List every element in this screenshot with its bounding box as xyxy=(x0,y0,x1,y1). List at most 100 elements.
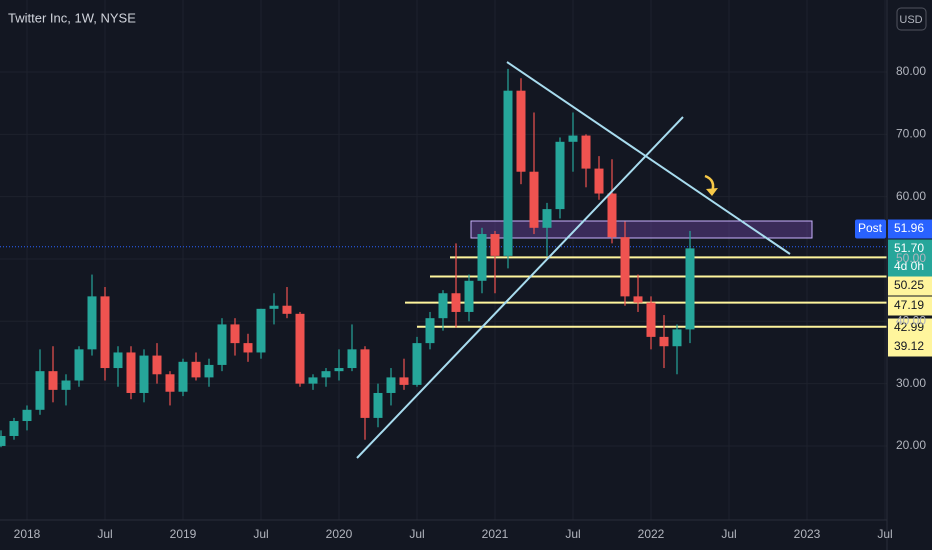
candle-body xyxy=(87,296,97,350)
candle-body xyxy=(100,296,110,369)
price-tags: Post 51.96 51.70 4d 0h 50.25 47.19 42.99 39.12 xyxy=(855,219,932,357)
x-tick-label: Jul xyxy=(565,527,580,541)
candle-body xyxy=(659,336,669,347)
candle-body xyxy=(347,349,357,369)
candle-body xyxy=(74,349,84,381)
level-price: 39.12 xyxy=(894,339,924,353)
candle-body xyxy=(633,296,643,303)
candle-body xyxy=(464,280,474,312)
y-tick-label: 50.00 xyxy=(896,251,926,265)
candles xyxy=(0,68,695,448)
x-tick-label: Jul xyxy=(97,527,112,541)
candle-body xyxy=(126,352,136,393)
y-tick-label: 30.00 xyxy=(896,376,926,390)
candle-body xyxy=(451,293,461,312)
candle-body xyxy=(243,343,253,353)
level-price-bg xyxy=(888,318,932,338)
x-tick-label: Jul xyxy=(409,527,424,541)
x-tick-label: 2021 xyxy=(482,527,509,541)
candle-body xyxy=(412,343,422,385)
y-tick-label: 60.00 xyxy=(896,189,926,203)
candle-body xyxy=(607,193,617,238)
candle-body xyxy=(22,409,32,422)
arrow-head xyxy=(706,188,718,196)
candle-body xyxy=(61,380,71,390)
candle-body xyxy=(152,355,162,375)
candle-body xyxy=(477,234,487,281)
post-tag: Post xyxy=(858,221,883,235)
candle-body xyxy=(581,135,591,169)
x-tick-label: 2023 xyxy=(794,527,821,541)
candle-body xyxy=(191,361,201,378)
y-tick-label: 80.00 xyxy=(896,64,926,78)
candle-body xyxy=(620,237,630,297)
post-price: 51.96 xyxy=(894,221,924,235)
candle-body xyxy=(0,435,6,446)
candle-body xyxy=(672,329,682,347)
candle-body xyxy=(269,305,279,309)
x-tick-label: 2018 xyxy=(14,527,41,541)
x-tick-label: 2020 xyxy=(326,527,353,541)
trend-line xyxy=(356,116,684,459)
level-price: 42.99 xyxy=(894,320,924,334)
post-price-bg xyxy=(888,219,932,239)
candle-body xyxy=(529,171,539,228)
levels xyxy=(0,246,887,328)
x-tick-label: Jul xyxy=(877,527,892,541)
countdown-bg xyxy=(888,257,932,277)
candle-body xyxy=(48,371,58,390)
candle-body xyxy=(217,324,227,365)
candle-body xyxy=(360,349,370,418)
candle-body xyxy=(542,209,552,228)
candle-body xyxy=(503,90,513,256)
candle-body xyxy=(425,318,435,344)
candle-body xyxy=(438,293,448,319)
candle-body xyxy=(386,377,396,393)
level-price: 47.19 xyxy=(894,298,924,312)
last-price-bg xyxy=(888,239,932,259)
last-price: 51.70 xyxy=(894,241,924,255)
y-tick-label: 40.00 xyxy=(896,313,926,327)
candle-body xyxy=(178,361,188,392)
candle-body xyxy=(490,234,500,256)
candle-body xyxy=(399,377,409,385)
y-tick-label: 20.00 xyxy=(896,438,926,452)
candle-body xyxy=(685,248,695,330)
candle-body xyxy=(334,368,344,372)
currency-box xyxy=(896,7,927,31)
candle-body xyxy=(321,371,331,378)
candle-body xyxy=(165,374,175,392)
candle-body xyxy=(295,313,305,384)
countdown: 4d 0h xyxy=(894,259,924,273)
level-price-bg xyxy=(888,337,932,357)
candle-body xyxy=(256,308,266,353)
currency: USD xyxy=(899,14,922,26)
supply-zone xyxy=(470,220,813,239)
candle-body xyxy=(139,355,149,393)
trend-line xyxy=(506,61,791,255)
x-tick-label: 2022 xyxy=(638,527,665,541)
level-price-bg xyxy=(888,296,932,316)
post-tag-bg xyxy=(855,219,886,239)
x-tick-label: 2019 xyxy=(170,527,197,541)
candle-body xyxy=(308,377,318,384)
level-price: 50.25 xyxy=(894,278,924,292)
chart-title: Twitter Inc, 1W, NYSE xyxy=(8,10,136,25)
candle-body xyxy=(516,90,526,172)
candle-body xyxy=(555,141,565,210)
candle-body xyxy=(594,168,604,194)
candle-body xyxy=(373,392,383,418)
candle-body xyxy=(35,371,45,410)
candle-body xyxy=(9,421,19,436)
y-tick-label: 70.00 xyxy=(896,126,926,140)
candle-body xyxy=(282,305,292,314)
candle-body xyxy=(230,324,240,344)
x-tick-label: Jul xyxy=(721,527,736,541)
candle-body xyxy=(568,135,578,142)
candle-body xyxy=(204,364,214,378)
candle-body xyxy=(646,302,656,337)
level-price-bg xyxy=(888,276,932,296)
candle-body xyxy=(113,352,123,369)
